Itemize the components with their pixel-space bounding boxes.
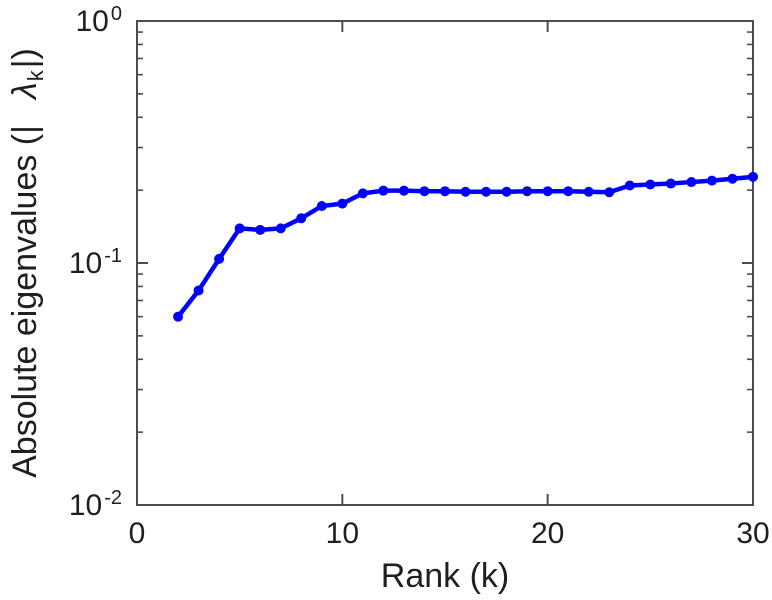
lambda-symbol: λ [6,82,44,100]
data-point-marker [645,179,656,190]
y-tick-base: 10 [68,247,103,280]
y-tick-base: 10 [75,5,109,38]
data-point-marker [275,223,286,234]
data-point-marker [604,187,615,198]
y-tick-label: 10 -2 [12,488,122,524]
x-tick-label: 20 [530,517,565,550]
data-point-marker [193,285,204,296]
data-point-marker [419,186,430,197]
data-point-marker [255,224,266,235]
data-point-marker [542,186,553,197]
y-tick-label: 10 0 [12,3,123,40]
data-point-marker [686,177,697,188]
data-point-marker [173,311,184,322]
data-point-marker [706,175,717,186]
lambda-subscript: k [23,70,48,82]
x-tick-label: 10 [325,517,360,550]
data-point-marker [522,186,533,197]
data-point-marker [481,186,492,197]
data-point-marker [665,178,676,189]
data-point-marker [440,186,450,197]
data-point-marker [583,186,594,197]
x-axis-title: Rank (k) [380,557,510,595]
y-axis-title-text: Absolute eigenvalues (| [6,125,44,478]
axes-box [136,20,754,506]
y-axis-title-suffix: |) [6,48,44,69]
data-point-marker [748,171,758,182]
data-point-marker [398,185,409,196]
data-point-marker [234,223,245,234]
series-line [175,174,756,319]
y-tick-exponent: -2 [104,487,122,509]
y-tick-label: 10 -1 [12,246,122,282]
x-tick-label: 0 [128,517,146,550]
x-tick-label: 30 [736,517,770,550]
data-point-marker [296,213,307,224]
y-tick-exponent: 0 [110,3,122,25]
y-tick-exponent: -1 [104,245,122,267]
data-point-marker [378,185,389,196]
data-point-marker [624,180,635,191]
data-point-marker [460,186,471,197]
data-point-marker [501,186,512,197]
data-point-marker [337,198,348,209]
data-point-marker [563,186,574,197]
data-point-marker [727,173,738,184]
data-point-marker [214,253,225,264]
y-tick-base: 10 [68,489,103,522]
data-point-marker [316,201,327,212]
data-point-marker [357,188,368,199]
y-axis-title: Absolute eigenvalues (| λk|) [5,0,48,563]
